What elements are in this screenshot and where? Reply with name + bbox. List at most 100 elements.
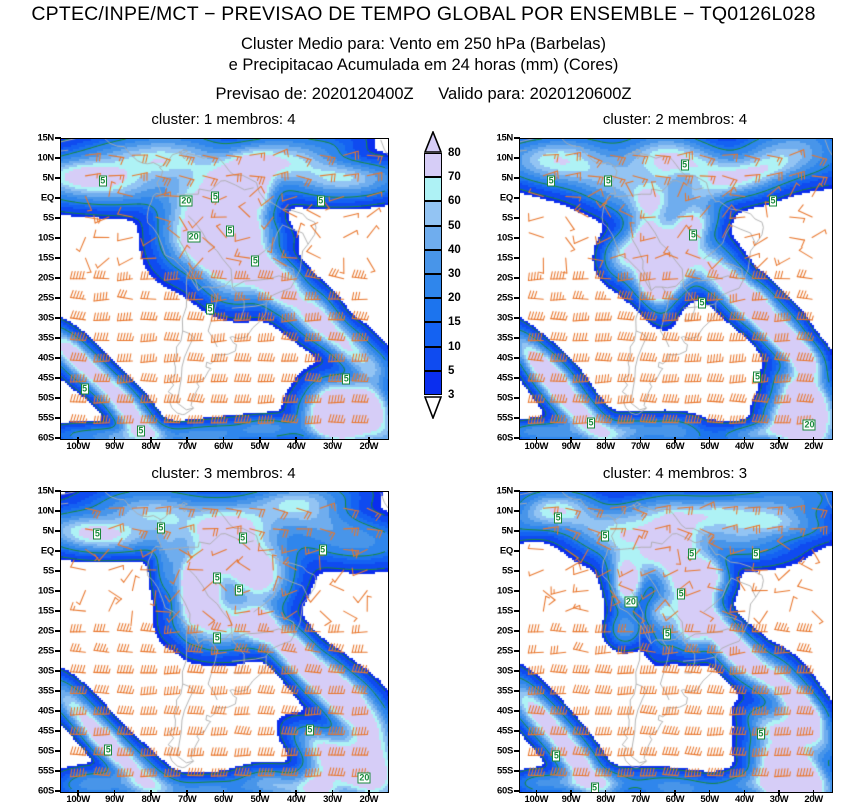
x-axis-tick	[259, 790, 261, 796]
x-axis-label: 100W	[524, 794, 549, 805]
contour-label: 5	[211, 191, 220, 203]
colorbar-tick-label: 5	[448, 364, 455, 377]
contour-label: 5	[104, 744, 113, 756]
x-axis-tick	[331, 437, 334, 443]
colorbar-tick-label: 3	[448, 389, 455, 401]
x-axis-label: 40W	[735, 794, 754, 805]
y-axis-label: 30S	[496, 665, 513, 677]
y-axis-label: 60S	[496, 785, 513, 797]
contour-label: 5	[680, 159, 689, 171]
y-axis-tick	[55, 137, 61, 139]
x-axis-label: 80W	[141, 794, 161, 805]
y-axis-tick	[55, 550, 61, 552]
map-panel-cluster-2[interactable]: 5 5 5 5 5 5 5 20 5	[519, 138, 833, 440]
x-axis-label: 30W	[323, 794, 342, 805]
y-axis-tick	[55, 237, 61, 239]
y-axis-tick	[514, 710, 520, 712]
x-axis-tick	[708, 790, 711, 796]
x-axis-label: 40W	[286, 794, 306, 805]
x-axis-label: 60W	[214, 794, 233, 805]
y-axis-tick	[514, 417, 520, 419]
x-axis-label: 20W	[804, 794, 823, 805]
y-axis-label: 5N	[42, 525, 54, 537]
page-title: CPTEC/INPE/MCT − PREVISAO DE TEMPO GLOBA…	[31, 3, 816, 25]
x-axis-tick	[222, 437, 225, 443]
y-axis-label: 10S	[496, 232, 513, 244]
y-axis-label: 50S	[496, 392, 513, 404]
x-axis-tick	[812, 437, 815, 443]
y-axis-tick	[514, 490, 520, 492]
x-axis-tick	[113, 437, 116, 443]
y-axis-tick	[514, 237, 520, 239]
y-axis-label: 15S	[37, 605, 54, 617]
colorbar-band	[424, 201, 442, 226]
y-axis-tick	[55, 377, 61, 379]
colorbar-tick-label: 70	[448, 171, 461, 184]
y-axis-label: 50S	[496, 745, 513, 757]
y-axis-label: 45S	[37, 725, 54, 737]
y-axis-label: 15N	[37, 132, 54, 144]
contour-label: 5	[552, 750, 561, 762]
y-axis-label: 35S	[37, 685, 54, 697]
colorbar-tick-label: 10	[448, 340, 461, 353]
map-panel-cluster-3[interactable]: 5 5 5 5 5 5 5 5 5 20	[60, 491, 389, 793]
y-axis-label: 10S	[37, 232, 54, 244]
x-axis-tick	[331, 790, 334, 796]
y-axis-tick	[514, 337, 520, 339]
colorbar-band	[424, 370, 442, 395]
y-axis-tick	[514, 217, 520, 219]
x-axis-label: 20W	[804, 441, 823, 452]
y-axis-tick	[514, 397, 520, 399]
y-axis-tick	[55, 530, 61, 532]
map-panel-cluster-1[interactable]: 5 20 20 5 5 5 5 5 5 5 5	[60, 138, 389, 440]
y-axis-tick	[514, 277, 520, 279]
x-axis-tick	[743, 790, 746, 796]
contour-label: 5	[213, 572, 222, 584]
x-axis-label: 100W	[524, 441, 549, 452]
y-axis-label: 20S	[496, 625, 513, 637]
x-axis-label: 60W	[665, 794, 685, 805]
x-axis-tick	[639, 437, 642, 443]
panel-title-cluster-3: cluster: 3 membros: 4	[151, 465, 296, 482]
contour-label: 5	[604, 175, 613, 187]
y-axis-tick	[514, 790, 520, 792]
contour-label: 5	[93, 528, 102, 540]
map-panel-cluster-4[interactable]: 5 5 5 5 20 5 5 5 5 5	[519, 491, 833, 793]
y-axis-label: 10N	[37, 505, 54, 517]
x-axis-label: 90W	[561, 441, 581, 452]
x-axis-tick	[186, 790, 188, 796]
wind-barbs-250hpa	[61, 139, 388, 439]
x-axis-tick	[778, 437, 780, 443]
colorbar-tick-label: 20	[448, 292, 461, 305]
y-axis-tick	[55, 490, 61, 492]
colorbar-legend: 3 5 10 15 20 30 40 50 60 70 80	[0, 3, 461, 421]
y-axis-tick	[514, 590, 520, 592]
x-axis-tick	[368, 790, 370, 796]
y-axis-label: 15S	[496, 252, 513, 264]
y-axis-label: 35S	[496, 332, 513, 344]
x-axis-tick	[77, 790, 79, 796]
x-axis-label: 80W	[596, 794, 615, 805]
y-axis-tick	[514, 197, 520, 199]
x-axis-label: 60W	[214, 441, 233, 452]
x-axis-label: 30W	[769, 794, 789, 805]
x-axis-label: 40W	[735, 441, 754, 452]
x-axis-label: 60W	[665, 441, 685, 452]
colorbar-band	[424, 298, 442, 323]
contour-label: 5	[98, 175, 107, 187]
y-axis-label: 10N	[37, 152, 54, 164]
y-axis-tick	[55, 730, 61, 732]
x-axis-tick	[535, 437, 538, 443]
y-axis-label: 15N	[496, 485, 513, 497]
colorbar-band	[424, 153, 442, 178]
panel-title-cluster-1: cluster: 1 membros: 4	[151, 111, 296, 128]
contour-label: 5	[80, 383, 89, 395]
x-axis-tick	[639, 790, 642, 796]
x-axis-label: 50W	[700, 794, 719, 805]
y-axis-tick	[514, 750, 520, 752]
y-axis-tick	[514, 137, 520, 139]
contour-label: 5	[316, 195, 325, 207]
contour-label: 5	[587, 417, 596, 429]
forecast-from: Previsao de: 2020120400Z	[215, 85, 414, 103]
forecast-date-row: Previsao de: 2020120400Z Valido para: 20…	[0, 85, 847, 104]
